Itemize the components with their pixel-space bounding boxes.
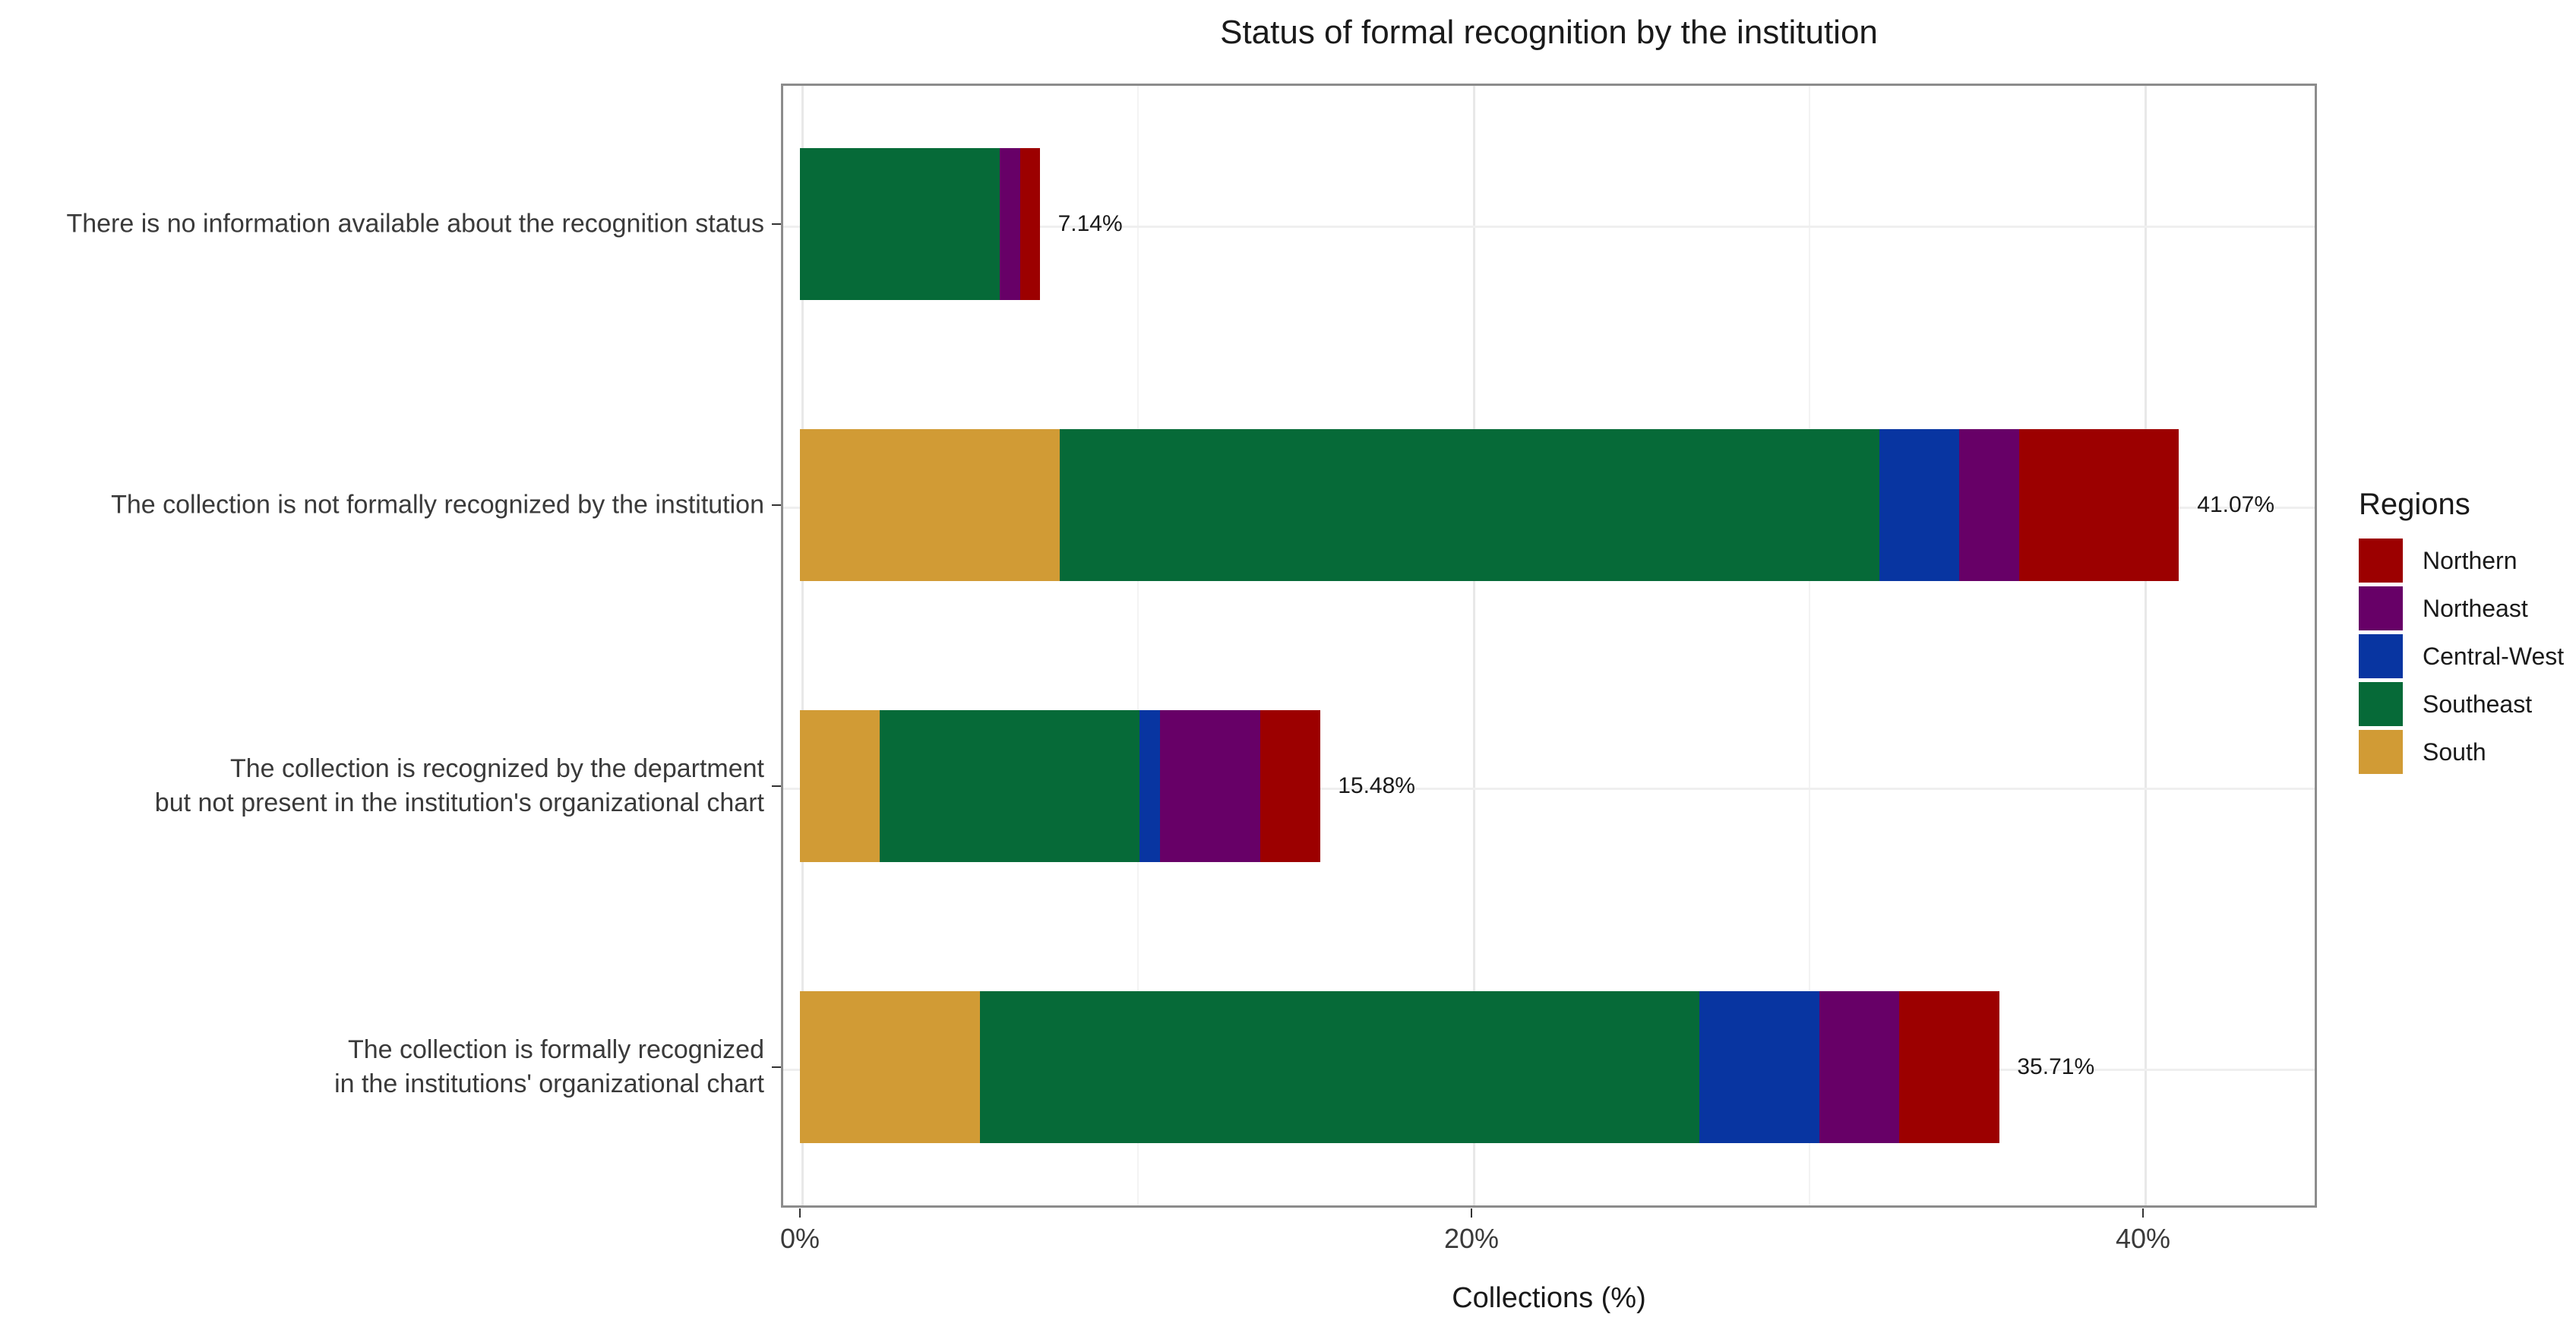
bar-total-label: 35.71% xyxy=(2017,1054,2095,1079)
y-axis-category-label-line: There is no information available about … xyxy=(66,209,764,238)
y-axis-category-label: The collection is recognized by the depa… xyxy=(0,752,764,820)
legend-key-swatch xyxy=(2359,682,2403,726)
gridline-vertical-major xyxy=(1472,86,1475,1205)
x-axis-tick xyxy=(2141,1208,2145,1218)
bar-segment-southeast xyxy=(979,991,1700,1143)
bar-segment-northeast xyxy=(999,148,1020,300)
gridline-vertical-minor xyxy=(1137,86,1139,1205)
stacked-bar xyxy=(800,991,1999,1143)
stacked-bar xyxy=(800,710,1320,862)
legend-item-label: Southeast xyxy=(2423,690,2533,718)
y-axis-tick xyxy=(772,223,781,226)
gridline-horizontal xyxy=(783,225,2315,228)
legend-key-swatch xyxy=(2359,730,2403,774)
y-axis-category-label: There is no information available about … xyxy=(0,207,764,242)
gridline-vertical-major xyxy=(2144,86,2147,1205)
y-axis-tick xyxy=(772,504,781,507)
legend-item: South xyxy=(2359,730,2564,774)
legend-item: Central-West xyxy=(2359,634,2564,678)
bar-segment-southeast xyxy=(880,710,1140,862)
bar-segment-northeast xyxy=(1958,429,2019,581)
legend-item: Southeast xyxy=(2359,682,2564,726)
bar-segment-southeast xyxy=(800,148,1000,300)
bar-total-label: 7.14% xyxy=(1057,211,1123,236)
bar-segment-central-west xyxy=(1139,710,1160,862)
gridline-horizontal xyxy=(783,787,2315,790)
legend-key-swatch xyxy=(2359,586,2403,630)
bar-segment-northern xyxy=(1019,148,1041,300)
y-axis-category-label-line: The collection is formally recognized xyxy=(347,1035,764,1065)
legend-item-label: Northern xyxy=(2423,546,2518,574)
x-axis-tick xyxy=(798,1208,801,1218)
legend: Regions Northern Northeast Central-West Sou… xyxy=(2359,488,2564,778)
bar-segment-northeast xyxy=(1159,710,1260,862)
legend-title: Regions xyxy=(2359,488,2470,521)
y-axis-category-label-line: The collection is recognized by the depa… xyxy=(229,754,764,784)
stacked-bar xyxy=(800,148,1041,300)
gridline-vertical-major xyxy=(801,86,804,1205)
x-axis-title: Collections (%) xyxy=(1452,1282,1646,1314)
bar-segment-south xyxy=(800,991,980,1143)
bar-total-label: 41.07% xyxy=(2197,492,2275,517)
x-axis-tick xyxy=(1470,1208,1473,1218)
legend-key-swatch xyxy=(2359,539,2403,583)
bar-segment-central-west xyxy=(1699,991,1819,1143)
y-axis-category-label: The collection is formally recognized in … xyxy=(0,1033,764,1101)
bar-segment-northeast xyxy=(1819,991,1900,1143)
bar-segment-south xyxy=(800,429,1060,581)
x-axis-tick-label: 20% xyxy=(1443,1223,1500,1254)
legend-item-label: Northeast xyxy=(2423,594,2528,622)
gridline-vertical-minor xyxy=(1809,86,1810,1205)
legend-item-label: South xyxy=(2423,738,2486,766)
y-axis-tick xyxy=(772,1066,781,1069)
legend-item: Northeast xyxy=(2359,586,2564,630)
bar-segment-south xyxy=(800,710,880,862)
y-axis-category-label-line: but not present in the institution's org… xyxy=(154,788,764,817)
y-axis-category-label-line: The collection is not formally recognize… xyxy=(111,490,764,520)
legend-item-label: Central-West xyxy=(2423,642,2565,670)
bar-segment-southeast xyxy=(1060,429,1879,581)
x-axis-tick-label: 0% xyxy=(779,1223,820,1254)
bar-total-label: 15.48% xyxy=(1338,773,1415,798)
legend-item: Northern xyxy=(2359,539,2564,583)
y-axis-tick xyxy=(772,785,781,788)
y-axis-category-label: The collection is not formally recognize… xyxy=(0,488,764,523)
legend-items: Northern Northeast Central-West Southeast So… xyxy=(2359,539,2564,774)
y-axis-category-label-line: in the institutions' organizational char… xyxy=(334,1069,764,1098)
legend-key-swatch xyxy=(2359,634,2403,678)
bar-segment-central-west xyxy=(1879,429,1959,581)
bar-segment-northern xyxy=(1899,991,1999,1143)
chart-title: Status of formal recognition by the inst… xyxy=(1220,14,1878,51)
stacked-bar xyxy=(800,429,2179,581)
bar-segment-northern xyxy=(2018,429,2179,581)
x-axis-tick-label: 40% xyxy=(2115,1223,2171,1254)
bar-segment-northern xyxy=(1260,710,1320,862)
